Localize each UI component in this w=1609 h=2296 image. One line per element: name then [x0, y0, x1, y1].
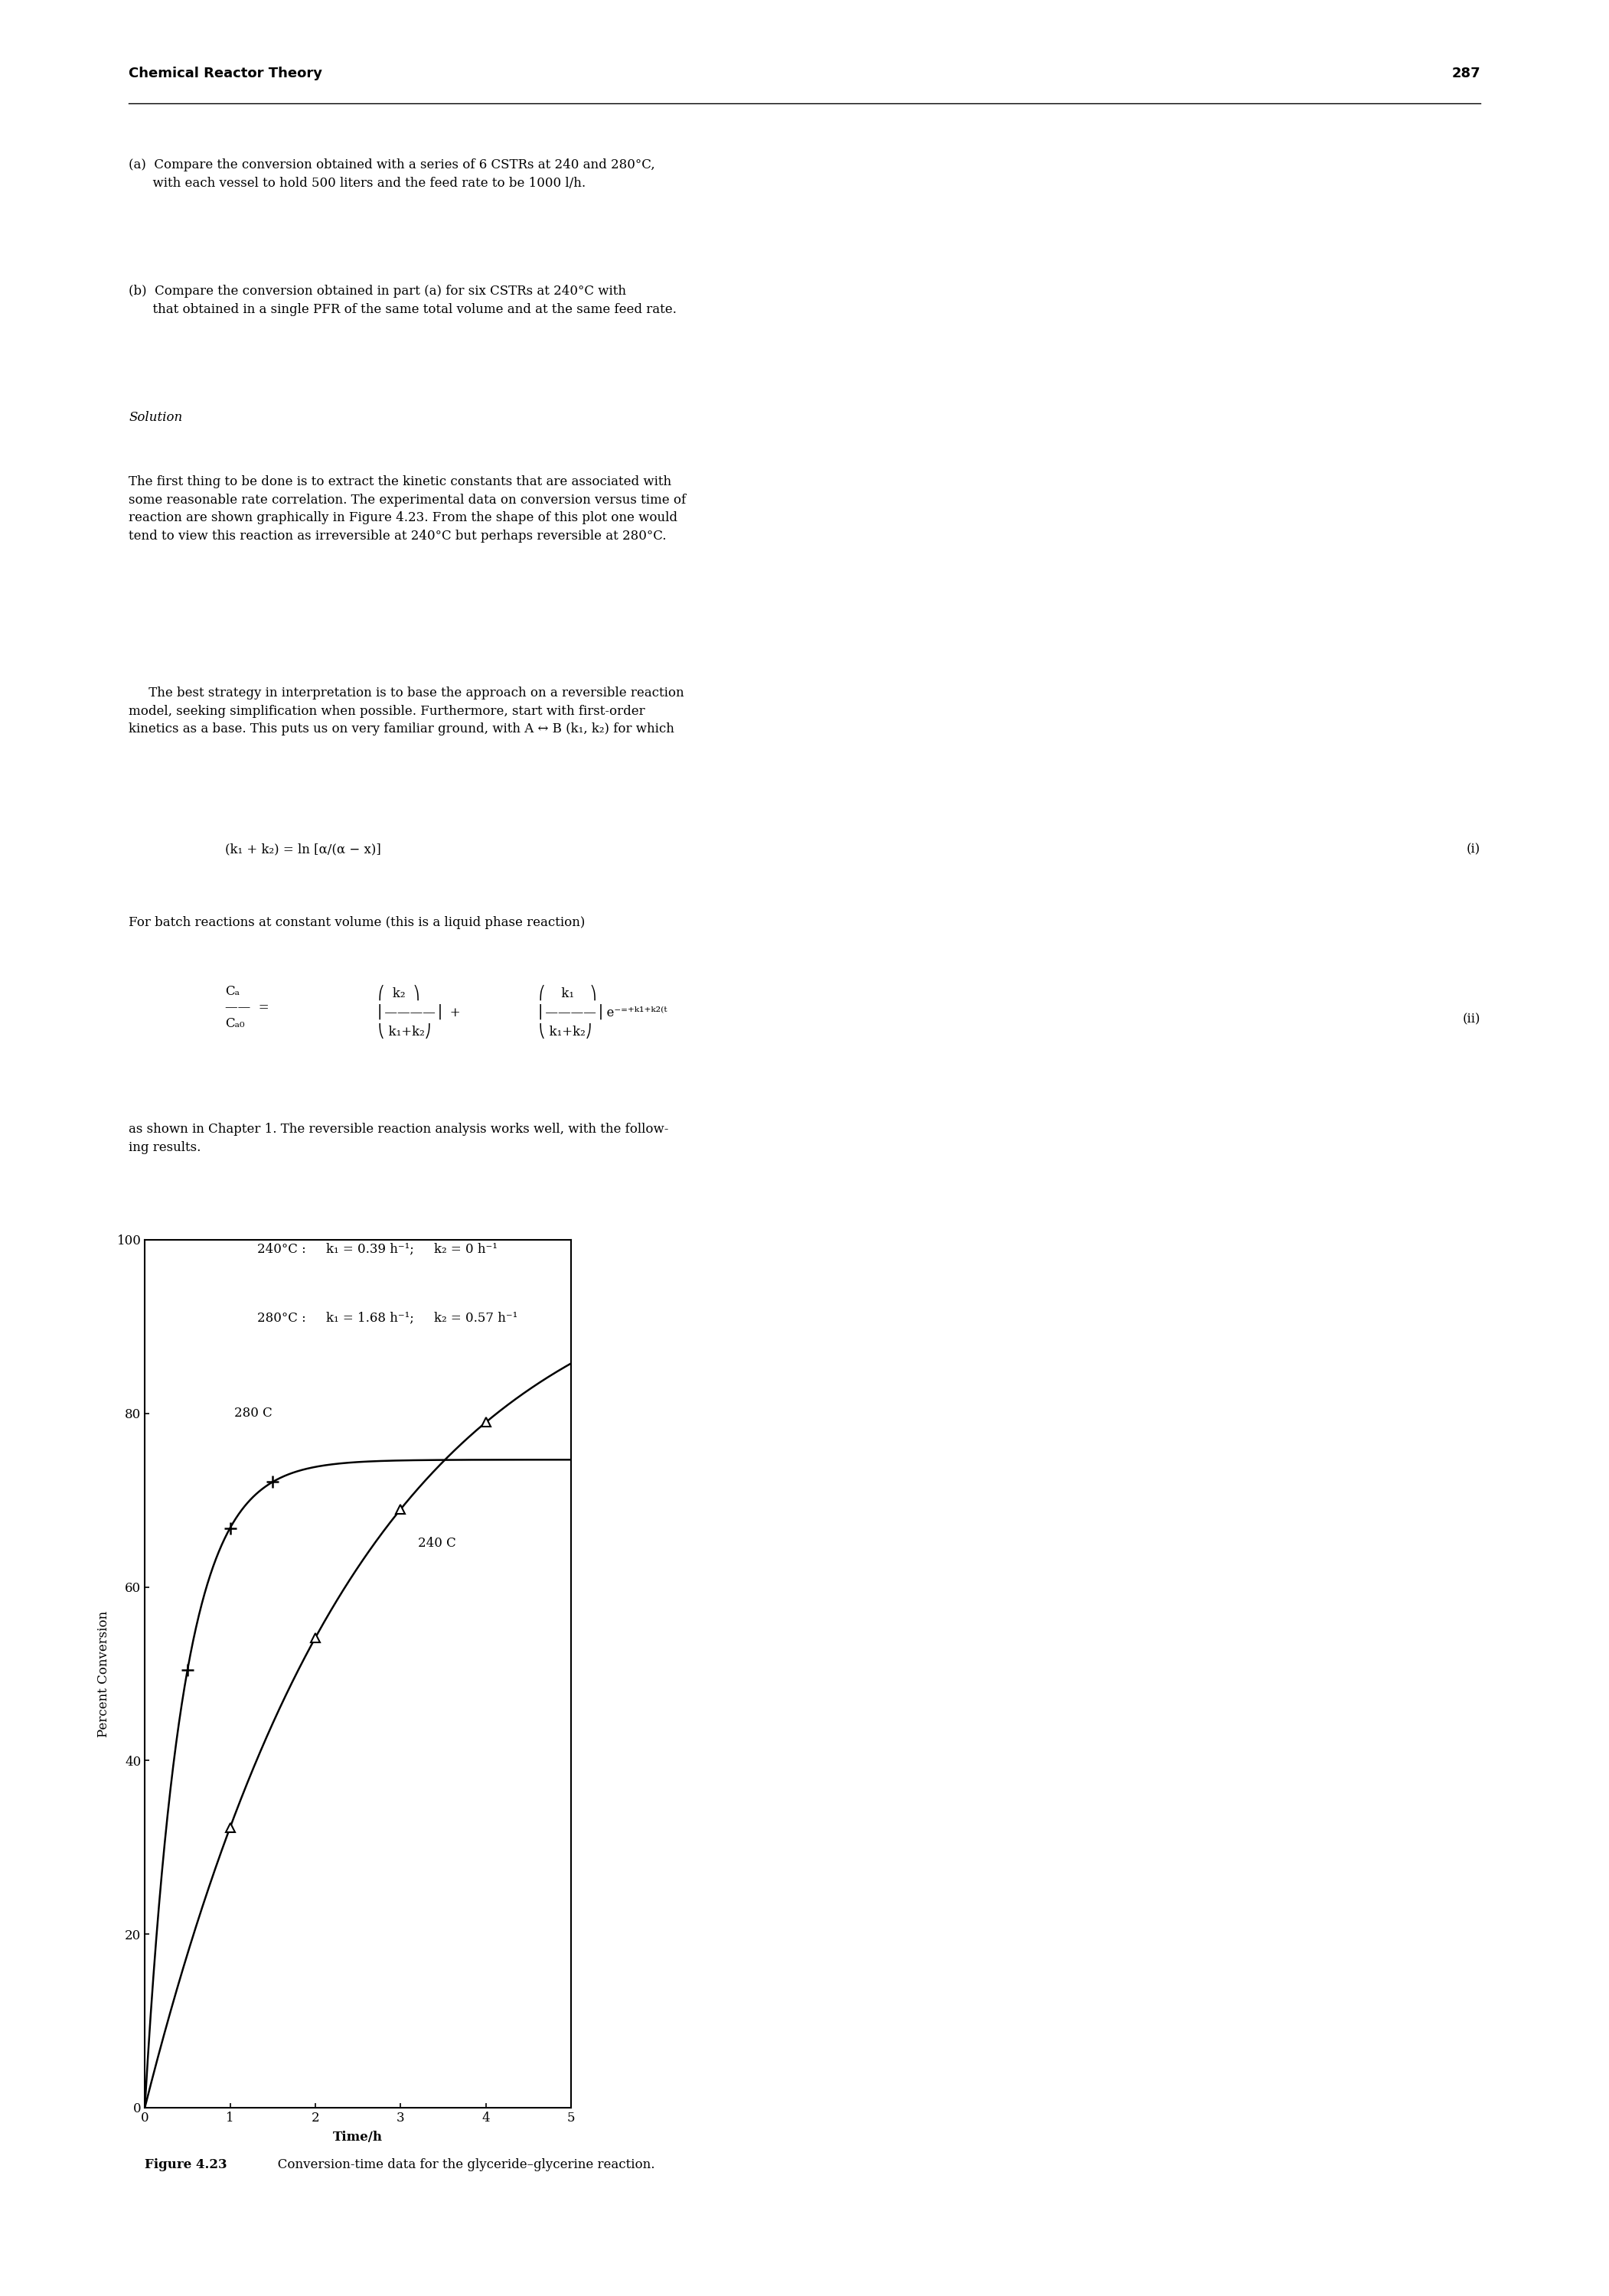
Text: ⎛    k₁    ⎞
⎜————⎟ e⁻⁼⁺ᵏ¹⁺ᵏ²⁽ᵗ
⎝ k₁+k₂⎠: ⎛ k₁ ⎞ ⎜————⎟ e⁻⁼⁺ᵏ¹⁺ᵏ²⁽ᵗ ⎝ k₁+k₂⎠: [539, 985, 668, 1038]
Text: (i): (i): [1466, 843, 1480, 856]
Y-axis label: Percent Conversion: Percent Conversion: [97, 1609, 111, 1738]
Text: (a)  Compare the conversion obtained with a series of 6 CSTRs at 240 and 280°C,
: (a) Compare the conversion obtained with…: [129, 158, 655, 191]
X-axis label: Time/h: Time/h: [333, 2131, 383, 2144]
Text: 280 C: 280 C: [235, 1407, 272, 1419]
Text: The first thing to be done is to extract the kinetic constants that are associat: The first thing to be done is to extract…: [129, 475, 685, 542]
Text: 280°C :     k₁ = 1.68 h⁻¹;     k₂ = 0.57 h⁻¹: 280°C : k₁ = 1.68 h⁻¹; k₂ = 0.57 h⁻¹: [257, 1311, 518, 1325]
Text: Cₐ
——  =
Cₐ₀: Cₐ —— = Cₐ₀: [225, 985, 269, 1031]
Text: Figure 4.23: Figure 4.23: [145, 2158, 227, 2172]
Text: (k₁ + k₂) = ln [α/(α − x)]: (k₁ + k₂) = ln [α/(α − x)]: [225, 843, 381, 856]
Text: (ii): (ii): [1463, 1013, 1480, 1026]
Text: Solution: Solution: [129, 411, 182, 425]
Text: as shown in Chapter 1. The reversible reaction analysis works well, with the fol: as shown in Chapter 1. The reversible re…: [129, 1123, 669, 1155]
Text: ⎛  k₂  ⎞
⎜————⎟  +
⎝ k₁+k₂⎠: ⎛ k₂ ⎞ ⎜————⎟ + ⎝ k₁+k₂⎠: [378, 985, 460, 1038]
Text: Conversion-time data for the glyceride–glycerine reaction.: Conversion-time data for the glyceride–g…: [265, 2158, 655, 2172]
Text: 287: 287: [1451, 67, 1480, 80]
Text: For batch reactions at constant volume (this is a liquid phase reaction): For batch reactions at constant volume (…: [129, 916, 586, 930]
Text: The best strategy in interpretation is to base the approach on a reversible reac: The best strategy in interpretation is t…: [129, 687, 684, 735]
Text: 240°C :     k₁ = 0.39 h⁻¹;     k₂ = 0 h⁻¹: 240°C : k₁ = 0.39 h⁻¹; k₂ = 0 h⁻¹: [257, 1242, 497, 1256]
Text: Chemical Reactor Theory: Chemical Reactor Theory: [129, 67, 322, 80]
Text: (b)  Compare the conversion obtained in part (a) for six CSTRs at 240°C with
   : (b) Compare the conversion obtained in p…: [129, 285, 677, 317]
Text: 240 C: 240 C: [418, 1536, 455, 1550]
